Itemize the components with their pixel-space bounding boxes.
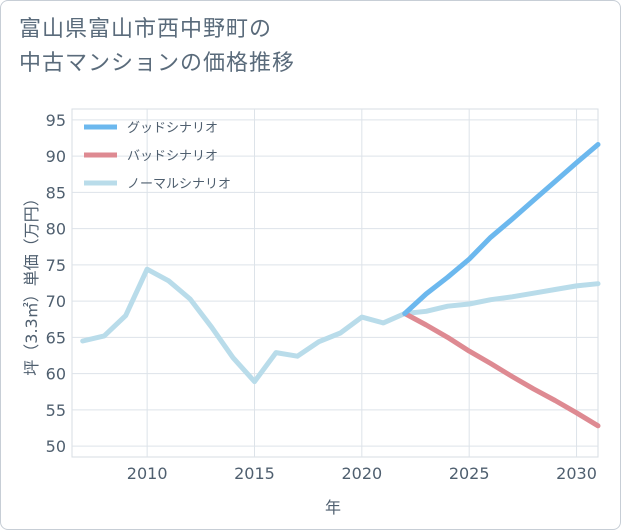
y-tick-labels: 50 55 60 65 70 75 80 85 90 95 bbox=[46, 111, 66, 456]
y-axis-title: 坪（3.3㎡）単価（万円） bbox=[22, 190, 41, 375]
y-tick-label: 90 bbox=[46, 147, 66, 166]
x-tick-label: 2025 bbox=[449, 464, 490, 483]
y-tick-label: 95 bbox=[46, 111, 66, 130]
x-tick-labels: 2010 2015 2020 2025 2030 bbox=[127, 464, 597, 483]
series-lines bbox=[80, 142, 601, 429]
y-tick-label: 55 bbox=[46, 401, 66, 420]
y-tick-label: 65 bbox=[46, 328, 66, 347]
series-line-2 bbox=[80, 266, 601, 385]
chart-title-line-2: 中古マンションの価格推移 bbox=[19, 51, 296, 76]
legend-label: バッドシナリオ bbox=[127, 149, 218, 164]
series-line-1 bbox=[402, 311, 601, 429]
y-tick-label: 80 bbox=[46, 220, 66, 239]
y-tick-label: 85 bbox=[46, 183, 66, 202]
chart-title: 富山県富山市西中野町の 中古マンションの価格推移 bbox=[19, 13, 579, 81]
legend-label: ノーマルシナリオ bbox=[127, 177, 231, 192]
x-tick-label: 2010 bbox=[127, 464, 168, 483]
y-tick-label: 50 bbox=[46, 437, 66, 456]
x-axis-title: 年 bbox=[325, 498, 341, 517]
chart-title-line-1: 富山県富山市西中野町の bbox=[19, 17, 273, 42]
y-tick-label: 60 bbox=[46, 365, 66, 384]
x-tick-label: 2030 bbox=[556, 464, 597, 483]
plot-area bbox=[71, 108, 599, 458]
legend-label: グッドシナリオ bbox=[127, 121, 218, 136]
x-tick-label: 2015 bbox=[234, 464, 275, 483]
y-tick-label: 75 bbox=[46, 256, 66, 275]
y-tick-label: 70 bbox=[46, 292, 66, 311]
series-line-0 bbox=[402, 142, 601, 316]
x-tick-label: 2020 bbox=[341, 464, 382, 483]
